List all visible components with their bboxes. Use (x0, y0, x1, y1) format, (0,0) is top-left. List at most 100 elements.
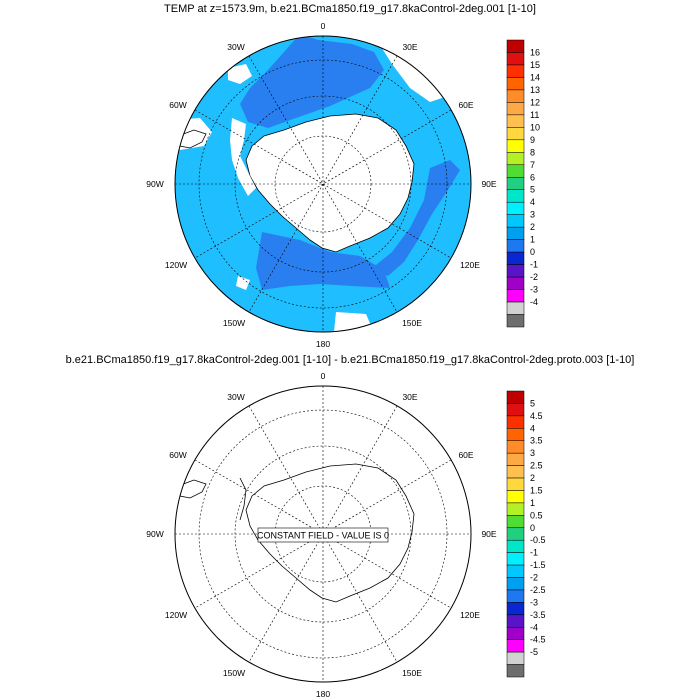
colorbar-tick-label: -1 (530, 260, 538, 270)
colorbar-swatch (506, 52, 525, 66)
colorbar-swatch (506, 77, 525, 91)
colorbar-swatch (506, 428, 525, 441)
missing-region-small-left (228, 64, 252, 84)
colorbar-tick-label: 3.5 (530, 436, 543, 446)
colorbar-tick-label: -0.5 (530, 535, 546, 545)
colorbar-tick-label: -3 (530, 285, 538, 295)
colorbar-tick-label: 12 (530, 97, 540, 107)
colorbar-tick-label: 9 (530, 135, 535, 145)
colorbar-tick-label: -5 (530, 647, 538, 657)
panel1-lon-labels: 0 30E 60E 90E 120E 150E 180 150W 120W 90… (146, 21, 497, 349)
colorbar-swatch (506, 89, 525, 103)
warm-region-indian (370, 160, 460, 276)
colorbar-swatch (506, 276, 525, 290)
colorbar-swatch (506, 214, 525, 228)
colorbar-swatch (506, 477, 525, 491)
colorbar-swatch (506, 39, 525, 53)
panel2-map: CONSTANT FIELD - VALUE IS 0 (174, 385, 472, 683)
colorbar-swatch (506, 564, 525, 578)
colorbar-swatch (506, 239, 525, 253)
colorbar-tick-label: 7 (530, 160, 535, 170)
lon-label-30w: 30W (227, 392, 244, 402)
constant-field-box (257, 527, 389, 543)
lon-label-60w: 60W (169, 100, 186, 110)
colorbar-tick-label: 2.5 (530, 461, 543, 471)
lon-label-30e: 30E (402, 42, 417, 52)
antarctica (245, 463, 415, 603)
colorbar-swatch (506, 527, 525, 541)
colorbar-swatch (506, 102, 525, 116)
missing-region-bottom (334, 312, 372, 332)
colorbar-tick-label: 14 (530, 72, 540, 82)
lon-label-120e: 120E (460, 260, 480, 270)
lon-label-60e: 60E (458, 100, 473, 110)
lon-label-150w: 150W (223, 318, 245, 328)
colorbar-swatch (506, 264, 525, 278)
colorbar-tick-label: 1 (530, 498, 535, 508)
colorbar-swatch (506, 314, 525, 328)
constant-field-label: CONSTANT FIELD - VALUE IS 0 (257, 531, 389, 541)
lon-label-0: 0 (321, 371, 326, 381)
colorbar-tick-label: 11 (530, 110, 539, 120)
colorbar-swatch (506, 639, 525, 653)
colorbar-tick-label: 4.5 (530, 411, 543, 421)
colorbar-swatch (506, 602, 525, 616)
colorbar-swatch (506, 502, 525, 516)
missing-region-bottom-left (236, 276, 250, 290)
colorbar-tick-label: 0 (530, 247, 535, 257)
antarctic-peninsula (239, 477, 247, 521)
lon-label-120w: 120W (165, 610, 187, 620)
colorbar-tick-label: 3 (530, 448, 535, 458)
colorbar-swatch (506, 127, 525, 141)
lon-label-180: 180 (316, 689, 330, 699)
colorbar-swatch (506, 289, 525, 303)
panel1-map (174, 35, 472, 333)
lon-label-0: 0 (321, 21, 326, 31)
colorbar-swatch (506, 589, 525, 603)
colorbar-tick-label: -2 (530, 573, 538, 583)
lon-label-30w: 30W (227, 42, 244, 52)
colorbar-swatch (506, 465, 525, 479)
colorbar-tick-label: 8 (530, 147, 535, 157)
lon-label-150e: 150E (402, 668, 422, 678)
colorbar-tick-label: 2 (530, 222, 535, 232)
lon-label-90w: 90W (146, 529, 163, 539)
colorbar-tick-label: 16 (530, 47, 540, 57)
colorbar-tick-label: 5 (530, 185, 535, 195)
lon-label-30e: 30E (402, 392, 417, 402)
colorbar-tick-label: -1 (530, 548, 538, 558)
colorbar-swatch (506, 139, 525, 153)
colorbar-tick-label: -2.5 (530, 585, 546, 595)
colorbar-swatch (506, 577, 525, 591)
colorbar-swatch (506, 627, 525, 640)
colorbar-tick-label: 4 (530, 423, 535, 433)
colorbar-swatch (506, 64, 525, 78)
colorbar-tick-label: -3.5 (530, 610, 546, 620)
lon-label-120e: 120E (460, 610, 480, 620)
colorbar-tick-label: 1 (530, 235, 535, 245)
colorbar-swatch (506, 452, 525, 466)
colorbar-swatch (506, 552, 525, 566)
colorbar-tick-label: -4 (530, 622, 538, 632)
colorbar-swatch (506, 201, 525, 215)
colorbar-swatch (506, 152, 525, 166)
missing-region-top (255, 36, 300, 40)
colorbar-swatch (506, 226, 525, 240)
colorbar-swatch (506, 164, 525, 178)
colorbar-swatch (506, 490, 525, 504)
warm-region-atlantic (240, 36, 384, 128)
colorbar-tick-label: -3 (530, 597, 538, 607)
lon-label-60e: 60E (458, 450, 473, 460)
colorbar-tick-label: 3 (530, 210, 535, 220)
lon-label-150e: 150E (402, 318, 422, 328)
colorbar-swatch (506, 515, 525, 529)
colorbar-tick-label: -1.5 (530, 560, 546, 570)
colorbar-tick-label: 5 (530, 398, 535, 408)
lon-label-180: 180 (316, 339, 330, 349)
panel2-lon-labels: 0 30E 60E 90E 120E 150E 180 150W 120W 90… (146, 371, 497, 699)
colorbar-swatch (506, 539, 525, 553)
colorbar-swatch (506, 415, 525, 429)
colorbar-tick-label: -4.5 (530, 635, 546, 645)
colorbar-swatch (506, 614, 525, 628)
